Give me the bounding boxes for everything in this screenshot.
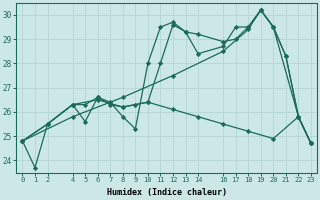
X-axis label: Humidex (Indice chaleur): Humidex (Indice chaleur) <box>107 188 227 197</box>
